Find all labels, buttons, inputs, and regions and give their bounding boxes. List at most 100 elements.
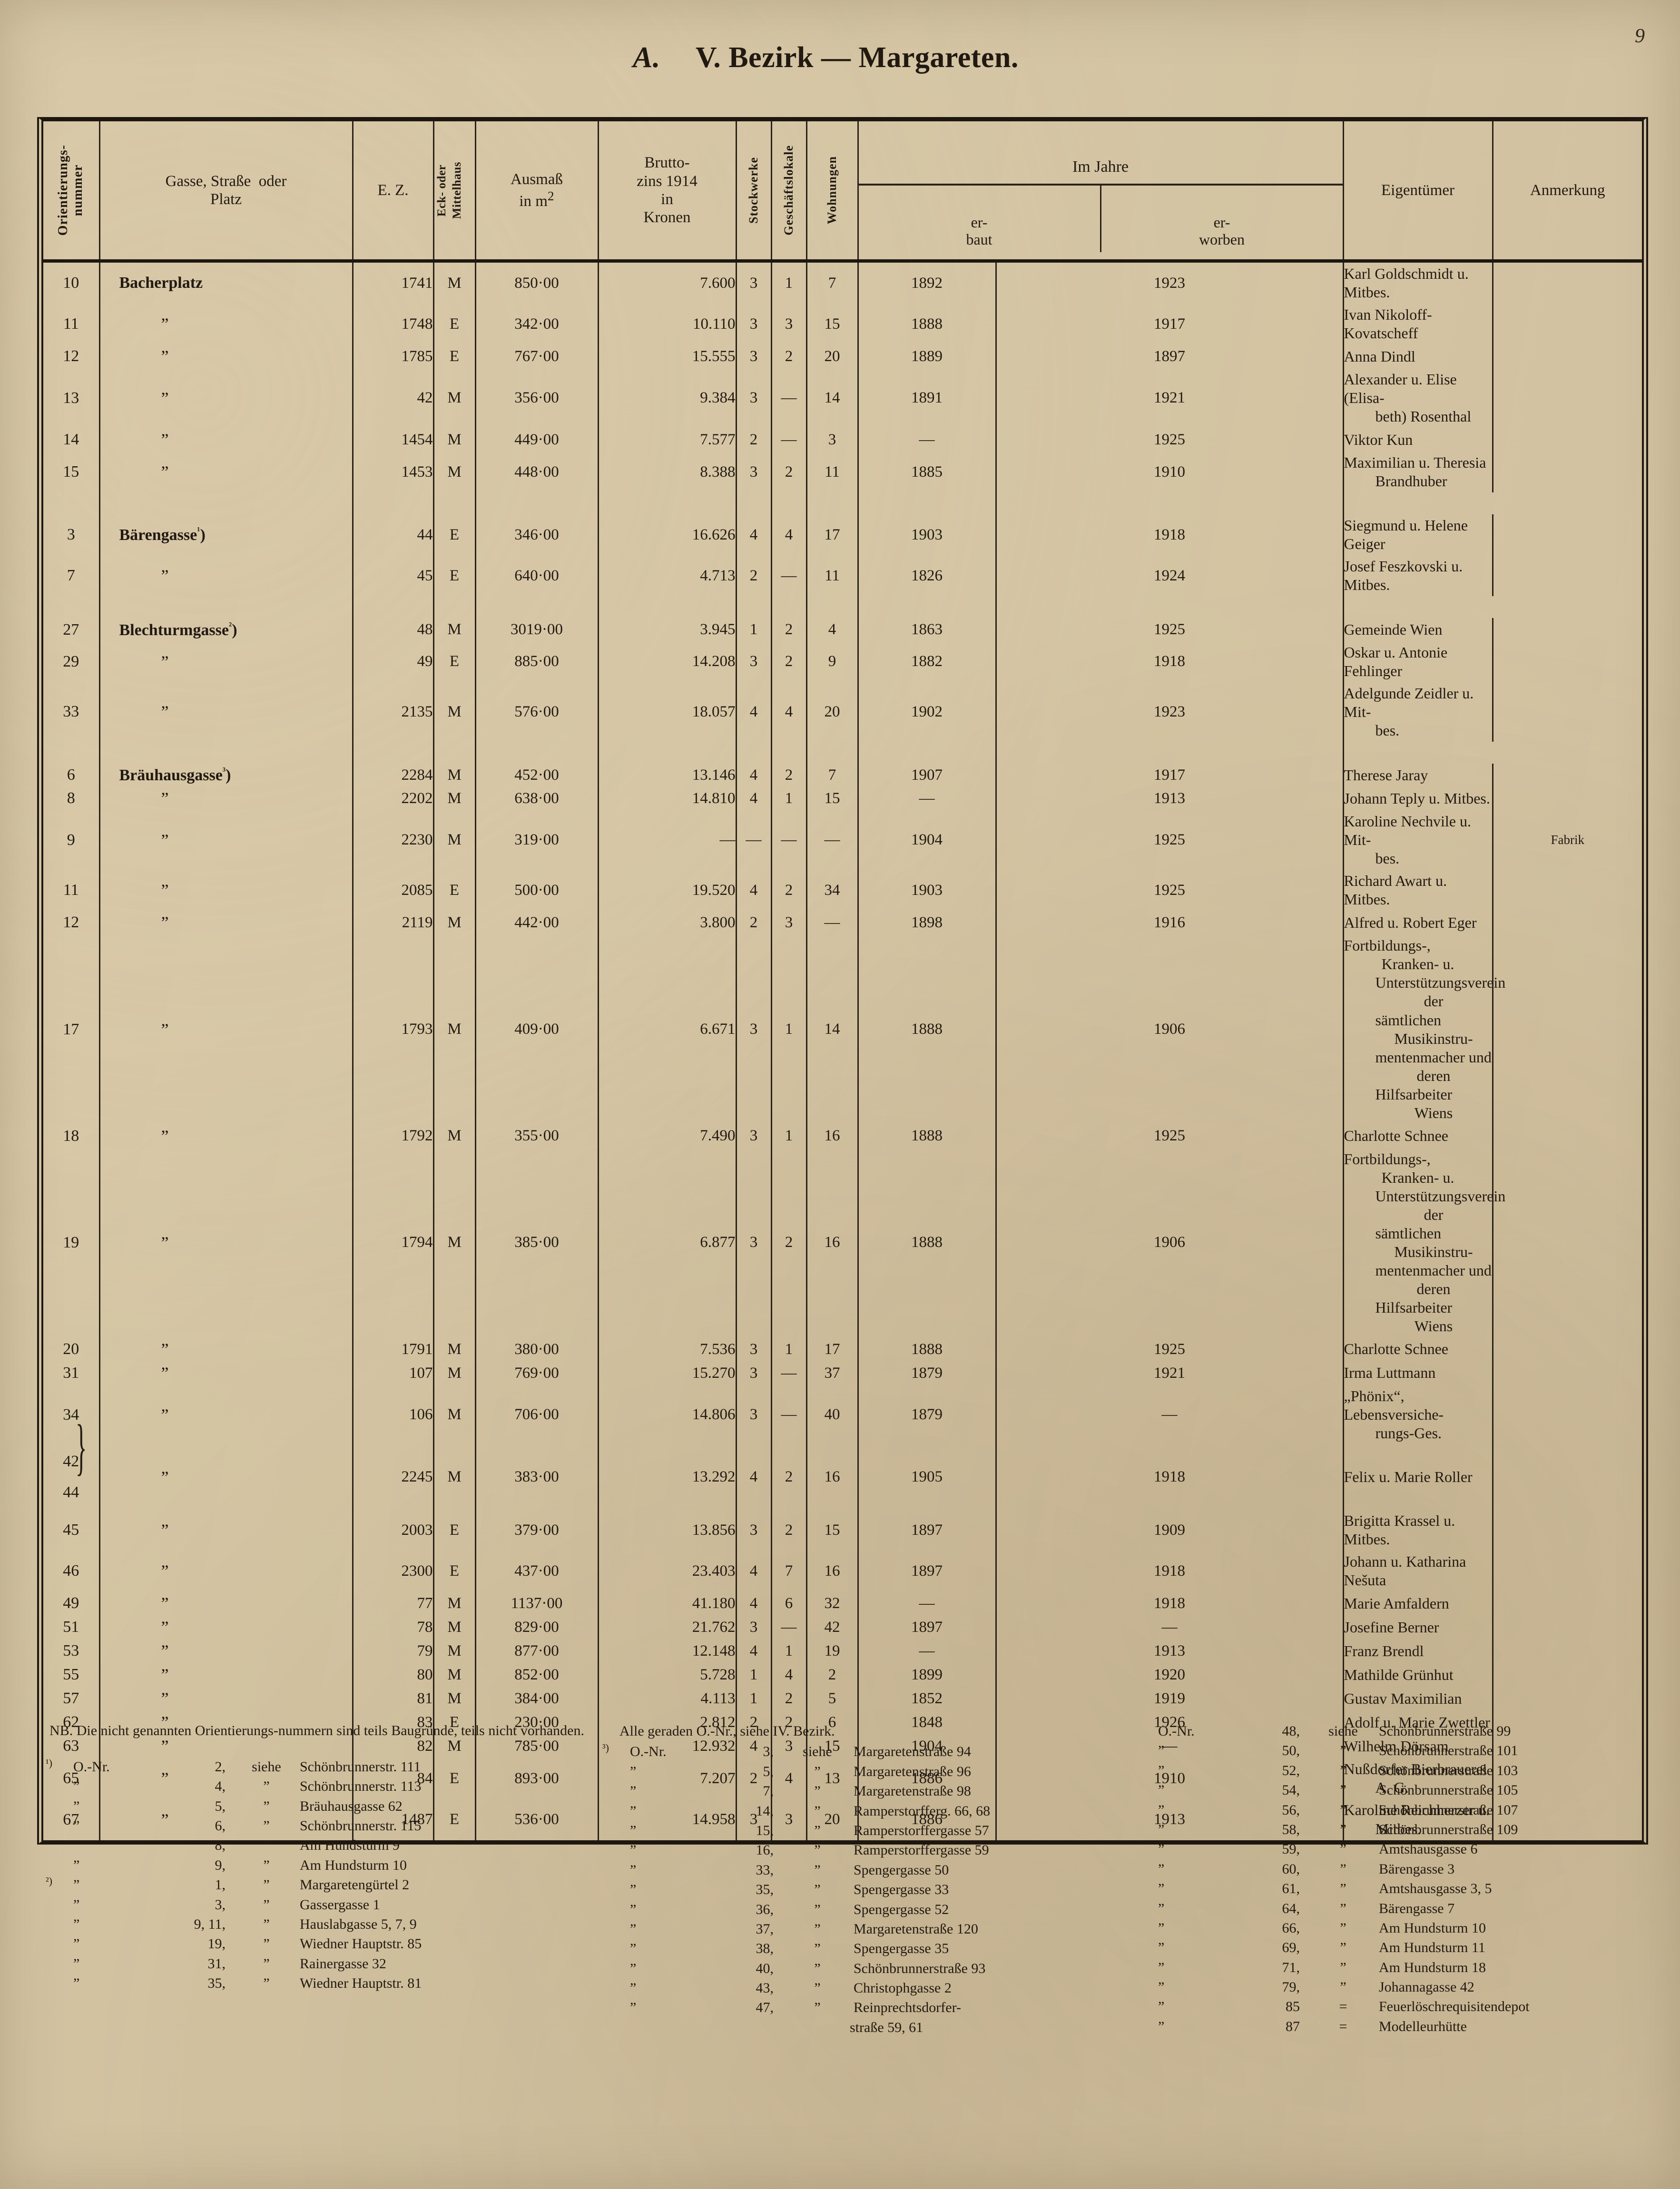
eigentuemer-cell: Felix u. Marie Roller: [1342, 1444, 1493, 1510]
bruttozins-cell: 3.945: [597, 618, 737, 641]
eigentuemer-cell: Karoline Nechvile u. Mit-bes.: [1342, 810, 1493, 870]
bruttozins-cell: 15.555: [597, 344, 737, 369]
geschaeftslokale-cell: —: [770, 555, 807, 597]
wohnungen-cell: 17: [806, 1337, 859, 1361]
footnote-onr-label: ”: [1158, 1900, 1165, 1916]
footnote-siehe: ”: [1340, 1841, 1346, 1857]
erworben-cell: 1925: [995, 1337, 1344, 1361]
footnote-siehe: ”: [814, 1842, 821, 1858]
footnote-marker: ²): [46, 1875, 52, 1887]
footnote-onr-label: ”: [630, 1901, 637, 1917]
stockwerke-cell: 3: [735, 368, 772, 428]
bruttozins-cell: 19.520: [597, 870, 737, 911]
street-name-cell: ”: [98, 1639, 354, 1663]
orientierungsnummer-cell: 42 44}: [43, 1416, 100, 1510]
footnote-marker: [1130, 1991, 1158, 1992]
footnote-marker: [1130, 1873, 1158, 1874]
footnote-onr-label: ”: [73, 1896, 80, 1913]
geschaeftslokale-cell: 3: [770, 911, 807, 935]
erworben-cell: 1910: [995, 452, 1344, 493]
header-eigentuemer: Eigentümer: [1342, 121, 1493, 263]
wohnungen-cell: 14: [806, 934, 859, 1124]
ez-cell: 2085: [352, 870, 434, 911]
anmerkung-cell: [1492, 304, 1642, 345]
erworben-cell: 1913: [995, 786, 1344, 811]
footnote-number: 69,: [1282, 1940, 1300, 1956]
wohnungen-cell: —: [806, 911, 859, 935]
eigentuemer-cell: Fortbildungs-, Kranken- u. Unterstützungs…: [1342, 1148, 1505, 1337]
footnote-left-entry: ” 4, ” Schönbrunnerstr. 113: [46, 1777, 602, 1796]
eigentuemer-cell: Alfred u. Robert Eger: [1342, 911, 1493, 935]
stockwerke-cell: 3: [735, 1124, 772, 1148]
footnote-number: 2,: [215, 1758, 226, 1775]
orientierungsnummer-cell: 45: [43, 1510, 100, 1551]
footnote-siehe: ”: [814, 1783, 821, 1799]
ausmass-cell: 356·00: [474, 368, 599, 428]
wohnungen-cell: 14: [806, 368, 859, 428]
erworben-cell: 1920: [995, 1663, 1344, 1687]
eigentuemer-cell: Karoline Reichherzer u. Mitbes.: [1342, 1799, 1493, 1840]
orientierungsnummer-cell: 20: [43, 1337, 100, 1361]
footnote-right-entry: ” 66, ” Am Hundsturm 10: [1130, 1918, 1644, 1938]
erworben-cell: 1918: [995, 641, 1344, 682]
orientierungsnummer-cell: 9: [43, 810, 100, 870]
header-erworben: er-worben: [1100, 186, 1343, 252]
footnote-marker: [1130, 2030, 1158, 2031]
ez-cell: 78: [352, 1615, 434, 1639]
geschaeftslokale-cell: 3: [770, 1734, 807, 1758]
footnote-right-entry: ” 79, ” Johannagasse 42: [1130, 1977, 1644, 1997]
footnote-right-entry: ” 54, ” Schönbrunnerstraße 105: [1130, 1780, 1644, 1800]
eck-mittelhaus-cell: M: [432, 1337, 476, 1361]
footnote-number: 14,: [756, 1803, 774, 1819]
footnote-number: 4,: [215, 1778, 226, 1795]
geschaeftslokale-cell: 7: [770, 1551, 807, 1592]
eck-mittelhaus-cell: M: [432, 428, 476, 452]
anmerkung-cell: [1492, 1687, 1642, 1711]
eigentuemer-cell: Oskar u. Antonie Fehlinger: [1342, 641, 1493, 682]
footnote-mid-entry: ” 36, ” Spengergasse 52: [602, 1900, 1130, 1919]
footnote-marker: [46, 1967, 73, 1968]
geschaeftslokale-cell: —: [770, 1615, 807, 1639]
ez-cell: 1785: [352, 344, 434, 369]
eck-mittelhaus-cell: M: [432, 810, 476, 870]
erbaut-cell: —: [857, 1591, 997, 1616]
ez-cell: 2245: [352, 1444, 434, 1510]
eck-mittelhaus-cell: M: [432, 261, 476, 304]
footnote-number: 1,: [215, 1877, 226, 1893]
anmerkung-cell: [1492, 618, 1642, 641]
stockwerke-cell: 3: [735, 1510, 772, 1551]
erbaut-cell: 1907: [857, 763, 997, 787]
street-name-cell: ”: [98, 911, 354, 935]
orientierungsnummer-cell: 12: [43, 911, 100, 935]
erbaut-cell: —: [857, 428, 997, 452]
footnote-siehe: ”: [1340, 1959, 1346, 1975]
eigentuemer-cell: Anna Dindl: [1342, 344, 1493, 369]
footnote-siehe: ”: [263, 1798, 270, 1814]
eigentuemer-cell: Charlotte Schnee: [1342, 1124, 1493, 1148]
footnote-marker: [46, 1928, 73, 1929]
orientierungsnummer-cell: 49: [43, 1591, 100, 1616]
orientierungsnummer-cell: 8: [43, 786, 100, 811]
erbaut-cell: 1904: [857, 810, 997, 870]
erbaut-cell: 1903: [857, 870, 997, 911]
eigentuemer-cell: Nußdorfer Bierbrauerei A. G.: [1342, 1758, 1493, 1799]
erbaut-cell: 1899: [857, 1663, 997, 1687]
footnote-siehe: ”: [263, 1896, 270, 1913]
eck-mittelhaus-cell: M: [432, 763, 476, 787]
wohnungen-cell: 37: [806, 1361, 859, 1385]
ez-cell: 2003: [352, 1510, 434, 1551]
footnote-reference: Hauslabgasse 5, 7, 9: [300, 1916, 417, 1932]
footnote-onr-label: ”: [1158, 2018, 1165, 2034]
erbaut-cell: 1888: [857, 934, 997, 1124]
footnote-number: 35,: [207, 1975, 226, 1992]
header-wohnungen-label: Wohnungen: [825, 156, 839, 225]
footnote-marker: [1130, 1794, 1158, 1795]
stockwerke-cell: 4: [735, 870, 772, 911]
bruttozins-cell: 10.110: [597, 304, 737, 345]
footnote-marker: [1130, 1833, 1158, 1834]
erbaut-cell: 1888: [857, 1148, 997, 1337]
geschaeftslokale-cell: 3: [770, 304, 807, 345]
footnote-left-entry: ” 3, ” Gassergasse 1: [46, 1895, 602, 1914]
footnote-reference: Am Hundsturm 9: [300, 1837, 400, 1854]
street-name-cell: ”: [98, 1710, 354, 1735]
